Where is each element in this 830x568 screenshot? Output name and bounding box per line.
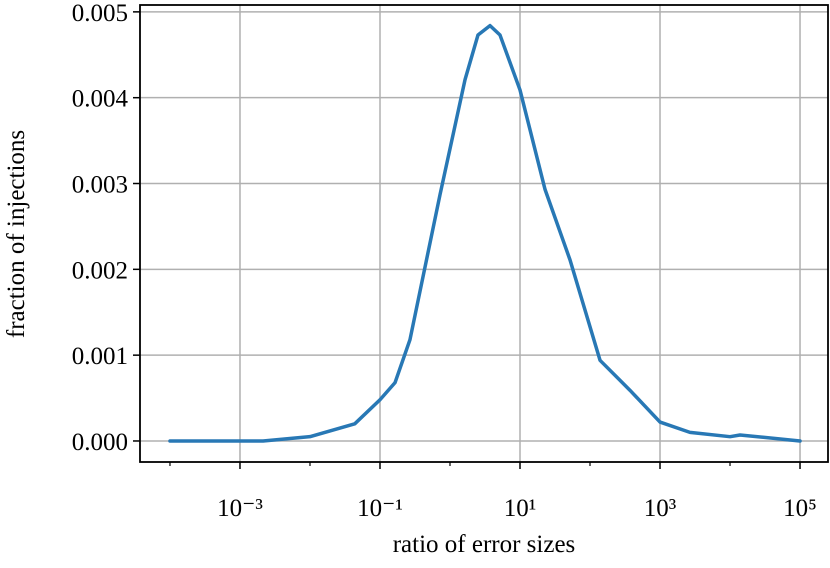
plot-frame (139, 4, 829, 463)
y-tick-label: 0.003 (72, 172, 128, 199)
x-tick-label: 10⁻³ (217, 495, 263, 522)
x-axis-label: ratio of error sizes (393, 531, 576, 558)
data-line (168, 23, 802, 443)
x-tick-label: 10⁵ (783, 495, 817, 522)
x-tick-label: 10⁻¹ (357, 495, 403, 522)
y-tick-label: 0.004 (72, 86, 129, 113)
x-tick-label: 10³ (644, 495, 677, 522)
y-tick-label: 0.000 (72, 429, 128, 456)
y-tick-label: 0.002 (72, 257, 128, 284)
y-tick-label: 0.001 (72, 343, 128, 370)
y-axis-label: fraction of injections (3, 130, 30, 338)
x-tick-label: 10¹ (504, 495, 537, 522)
y-tick-label: 0.005 (72, 0, 128, 27)
